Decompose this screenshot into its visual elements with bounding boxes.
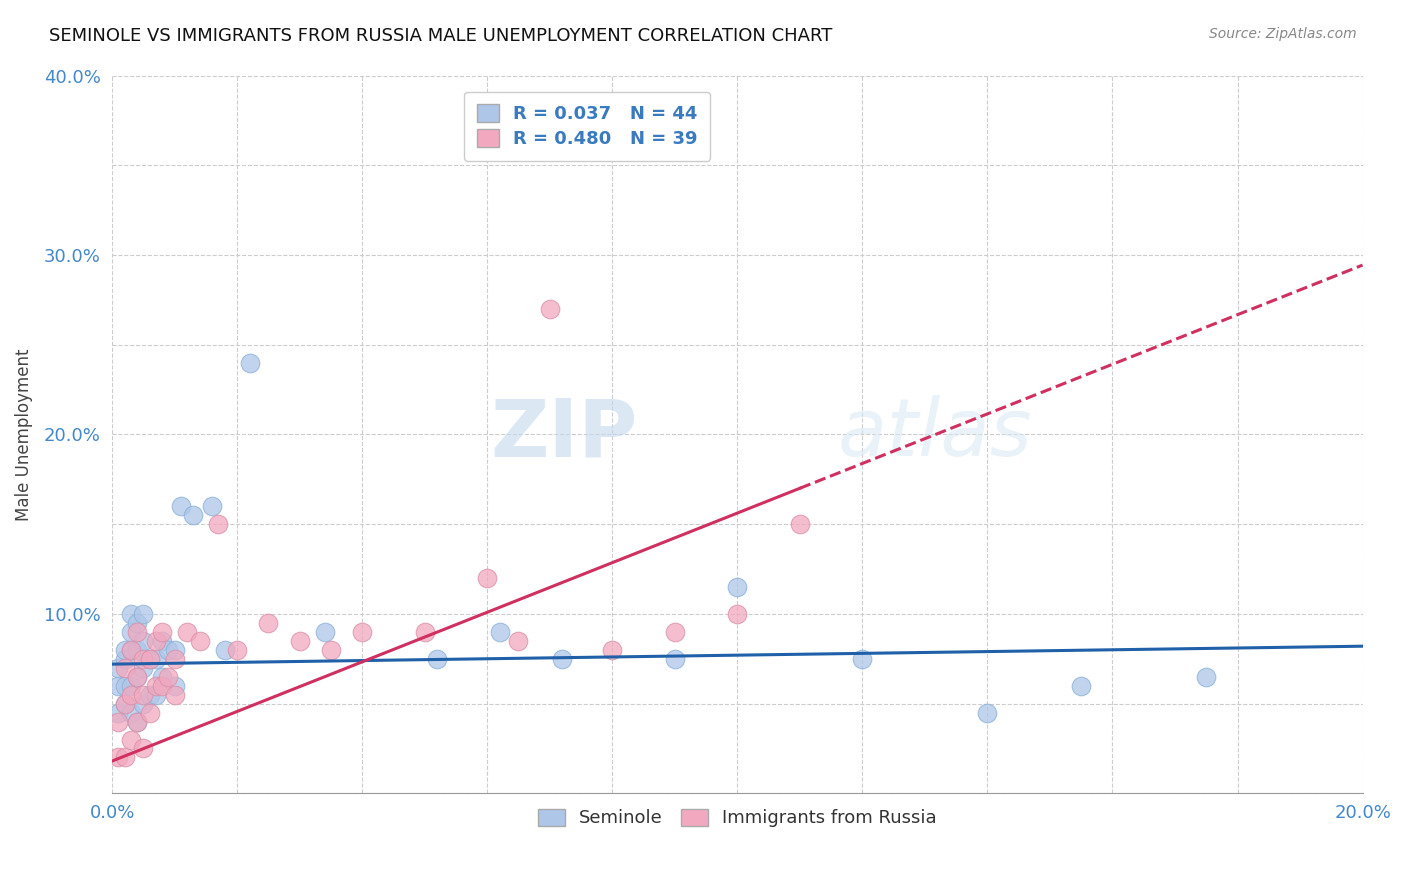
Point: [664, 652, 686, 666]
Point: [851, 652, 873, 666]
Point: [1195, 670, 1218, 684]
Point: [114, 679, 136, 693]
Point: [107, 706, 129, 720]
Point: [319, 642, 342, 657]
Point: [120, 624, 142, 639]
Point: [1070, 679, 1092, 693]
Point: [127, 670, 149, 684]
Point: [132, 741, 155, 756]
Point: [120, 642, 142, 657]
Point: [132, 661, 155, 675]
Point: [201, 500, 224, 514]
Point: [157, 670, 180, 684]
Point: [120, 732, 142, 747]
Point: [145, 652, 167, 666]
Point: [120, 679, 142, 693]
Point: [257, 615, 280, 630]
Point: [664, 624, 686, 639]
Point: [107, 750, 129, 764]
Point: [488, 624, 510, 639]
Point: [138, 652, 160, 666]
Point: [120, 688, 142, 702]
Point: [120, 642, 142, 657]
Point: [207, 517, 229, 532]
Point: [132, 697, 155, 711]
Point: [600, 642, 623, 657]
Point: [120, 607, 142, 621]
Point: [107, 661, 129, 675]
Point: [157, 642, 180, 657]
Point: [725, 580, 748, 594]
Point: [477, 571, 499, 585]
Point: [114, 697, 136, 711]
Point: [176, 624, 198, 639]
Point: [170, 500, 193, 514]
Point: [114, 661, 136, 675]
Point: [163, 679, 186, 693]
Text: atlas: atlas: [838, 395, 1032, 474]
Y-axis label: Male Unemployment: Male Unemployment: [15, 348, 32, 521]
Point: [239, 356, 262, 370]
Point: [352, 624, 374, 639]
Point: [413, 624, 436, 639]
Point: [107, 714, 129, 729]
Point: [163, 688, 186, 702]
Point: [145, 688, 167, 702]
Point: [132, 652, 155, 666]
Point: [150, 633, 173, 648]
Point: [145, 633, 167, 648]
Point: [150, 670, 173, 684]
Text: Source: ZipAtlas.com: Source: ZipAtlas.com: [1209, 27, 1357, 41]
Point: [188, 633, 211, 648]
Point: [127, 642, 149, 657]
Point: [426, 652, 449, 666]
Point: [538, 301, 561, 316]
Point: [183, 508, 205, 523]
Legend: Seminole, Immigrants from Russia: Seminole, Immigrants from Russia: [530, 801, 945, 835]
Point: [145, 679, 167, 693]
Point: [114, 750, 136, 764]
Point: [150, 624, 173, 639]
Point: [114, 652, 136, 666]
Point: [163, 652, 186, 666]
Point: [508, 633, 530, 648]
Point: [127, 670, 149, 684]
Point: [127, 615, 149, 630]
Point: [120, 706, 142, 720]
Point: [127, 624, 149, 639]
Point: [725, 607, 748, 621]
Point: [138, 688, 160, 702]
Point: [132, 633, 155, 648]
Point: [127, 714, 149, 729]
Text: SEMINOLE VS IMMIGRANTS FROM RUSSIA MALE UNEMPLOYMENT CORRELATION CHART: SEMINOLE VS IMMIGRANTS FROM RUSSIA MALE …: [49, 27, 832, 45]
Point: [226, 642, 249, 657]
Point: [107, 679, 129, 693]
Point: [551, 652, 574, 666]
Point: [114, 697, 136, 711]
Point: [132, 607, 155, 621]
Point: [138, 706, 160, 720]
Point: [138, 652, 160, 666]
Text: ZIP: ZIP: [491, 395, 637, 474]
Point: [789, 517, 811, 532]
Point: [114, 642, 136, 657]
Point: [150, 679, 173, 693]
Point: [127, 714, 149, 729]
Point: [288, 633, 311, 648]
Point: [132, 688, 155, 702]
Point: [976, 706, 998, 720]
Point: [314, 624, 336, 639]
Point: [214, 642, 236, 657]
Point: [163, 642, 186, 657]
